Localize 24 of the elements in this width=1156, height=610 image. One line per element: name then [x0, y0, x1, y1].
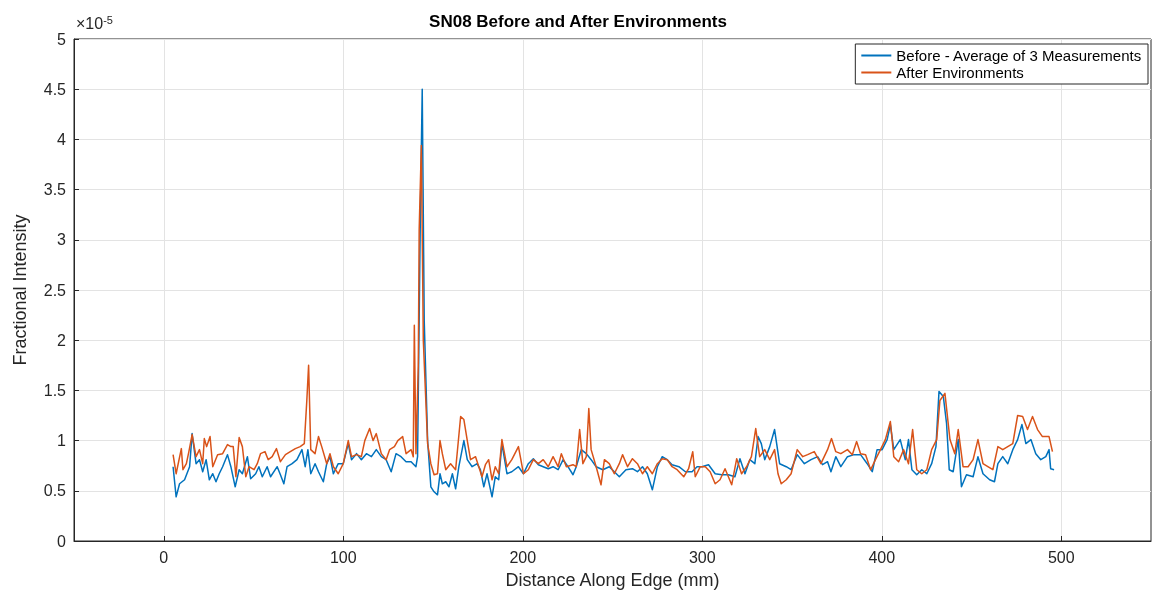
- y-tick-label: 2.5: [43, 281, 67, 299]
- x-tick-label: 200: [509, 548, 537, 566]
- x-tick-label: 100: [329, 548, 357, 566]
- y-tick-label: 3.5: [43, 181, 67, 199]
- x-tick-label: 500: [1047, 548, 1075, 566]
- legend-label: After Environments: [896, 64, 1024, 81]
- legend-label: Before - Average of 3 Measurements: [896, 47, 1142, 64]
- line-series: [172, 144, 1054, 486]
- y-axis-title: Fractional Intensity: [10, 214, 30, 366]
- y-tick-label: 3: [57, 231, 67, 249]
- y-tick-label: 0.5: [43, 482, 67, 500]
- y-tick-label: 0: [57, 532, 67, 550]
- y-tick-label: 1.5: [43, 381, 67, 399]
- y-tick-label: 4: [57, 130, 67, 148]
- y-tick-label: 4.5: [43, 80, 67, 98]
- y-tick-label: 2: [57, 331, 67, 349]
- x-tick-label: 0: [159, 548, 169, 566]
- x-axis-title: Distance Along Edge (mm): [505, 570, 720, 590]
- x-tick-label: 300: [688, 548, 716, 566]
- line-series: [172, 88, 1055, 498]
- y-tick-label: 1: [57, 432, 67, 450]
- x-tick-label: 400: [868, 548, 896, 566]
- chart-title: SN08 Before and After Environments: [429, 12, 727, 31]
- y-tick-label: 5: [57, 30, 67, 48]
